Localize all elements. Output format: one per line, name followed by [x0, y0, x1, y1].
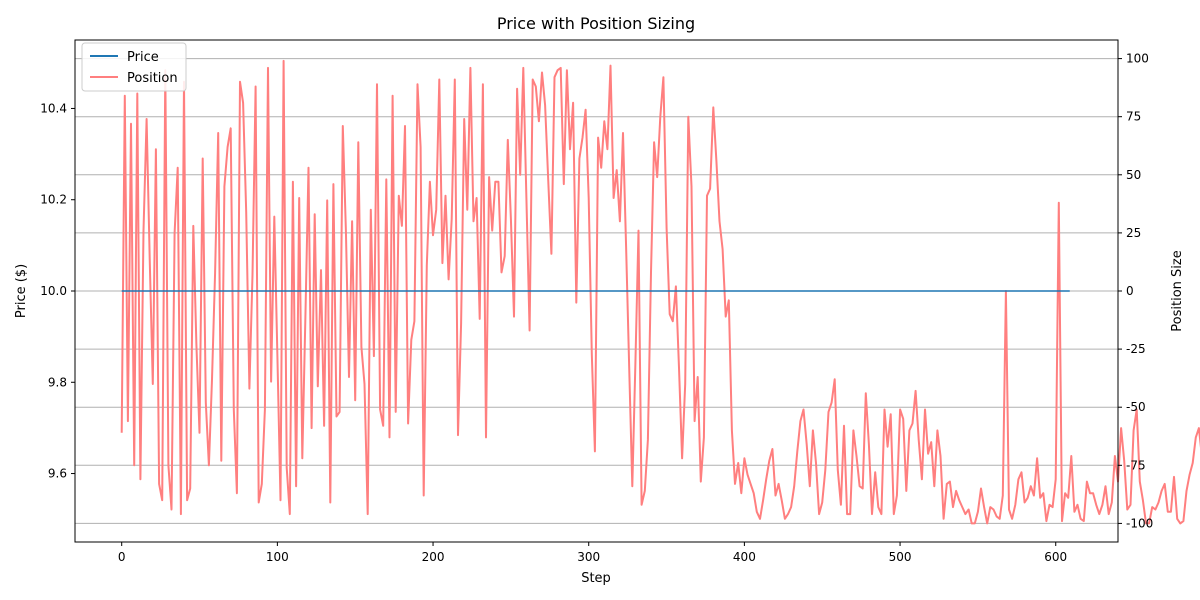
y-right-tick-label: -25	[1126, 342, 1146, 356]
x-tick-label: 300	[577, 550, 600, 564]
x-axis: 0 100 200 300 400 500 600	[118, 542, 1067, 564]
y-left-tick-label: 10.2	[40, 193, 67, 207]
y-left-tick-label: 9.8	[48, 375, 67, 389]
position-series-line	[120, 59, 1200, 525]
legend: Price Position	[81, 42, 187, 92]
x-tick-label: 200	[422, 550, 445, 564]
y-right-tick-label: -50	[1126, 400, 1146, 414]
y-right-tick-label: 100	[1126, 52, 1149, 66]
y-axis-right: -100 -75 -50 -25 0 25 50 75 100	[1118, 52, 1153, 530]
y-right-tick-label: 25	[1126, 226, 1141, 240]
y-right-tick-label: -75	[1126, 458, 1146, 472]
series-layer	[120, 59, 1200, 525]
chart-title: Price with Position Sizing	[497, 14, 695, 33]
y-left-tick-label: 10.4	[40, 101, 67, 115]
y-right-tick-label: -100	[1126, 516, 1153, 530]
x-axis-label: Step	[581, 571, 611, 586]
y-right-tick-label: 75	[1126, 110, 1141, 124]
legend-position-label: Position	[127, 71, 178, 86]
y-left-tick-label: 10.0	[40, 284, 67, 298]
y-axis-left-label: Price ($)	[14, 264, 29, 318]
y-axis-right-label: Position Size	[1170, 250, 1185, 331]
x-tick-label: 500	[889, 550, 912, 564]
x-tick-label: 0	[118, 550, 126, 564]
x-tick-label: 400	[733, 550, 756, 564]
x-tick-label: 600	[1044, 550, 1067, 564]
y-right-tick-label: 0	[1126, 284, 1134, 298]
x-tick-label: 100	[266, 550, 289, 564]
y-left-tick-label: 9.6	[48, 467, 67, 481]
y-axis-left: 9.6 9.8 10.0 10.2 10.4	[40, 101, 75, 481]
legend-price-label: Price	[127, 50, 159, 65]
y-right-tick-label: 50	[1126, 168, 1141, 182]
